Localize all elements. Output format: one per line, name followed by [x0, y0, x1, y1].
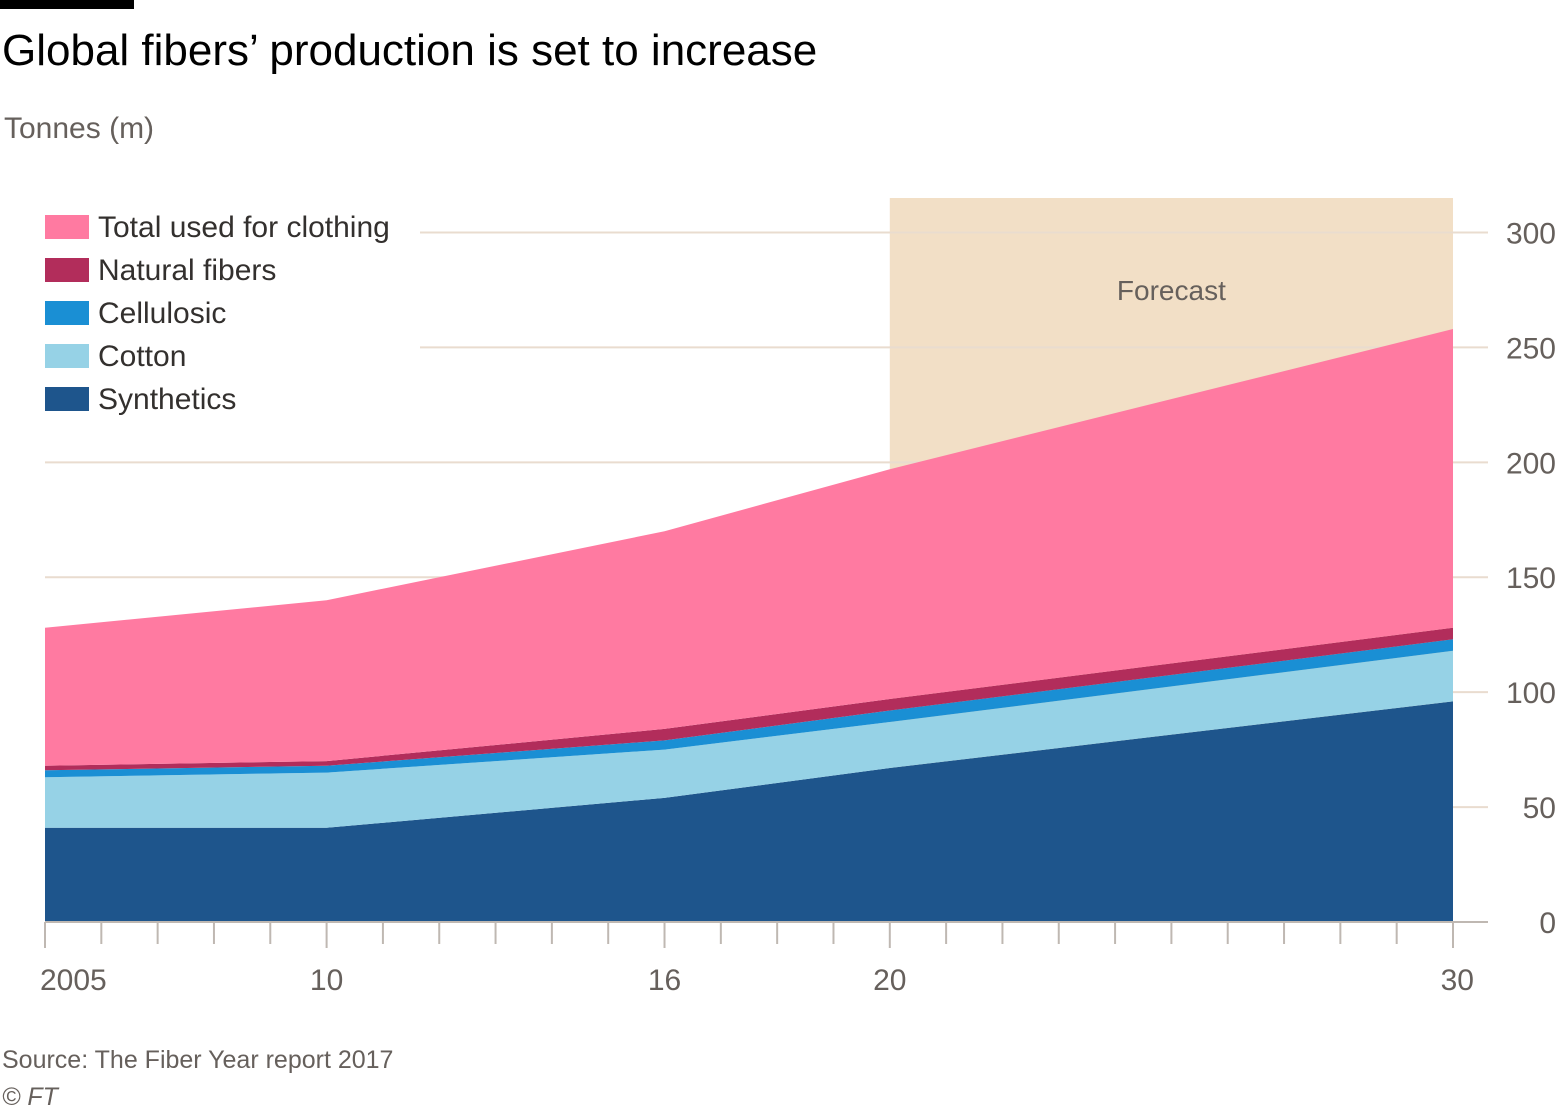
series-area-synthetics	[45, 701, 1453, 922]
legend-label-cellulosic: Cellulosic	[98, 297, 226, 330]
legend-swatch-cotton	[45, 344, 89, 368]
y-tick-label-0: 0	[1539, 907, 1556, 940]
x-tick-label-2010: 10	[310, 964, 343, 997]
legend-swatch-total-used-for-clothing	[45, 215, 89, 239]
legend-swatch-cellulosic	[45, 301, 89, 325]
y-tick-label-150: 150	[1506, 562, 1556, 595]
y-tick-label-250: 250	[1506, 332, 1556, 365]
copyright-credit: © FT	[2, 1083, 58, 1111]
source-note: Source: The Fiber Year report 2017	[2, 1046, 394, 1074]
y-tick-label-50: 50	[1523, 792, 1556, 825]
chart-title: Global fibers’ production is set to incr…	[2, 26, 818, 75]
forecast-label: Forecast	[1117, 275, 1226, 306]
x-tick-label-2016: 16	[648, 964, 681, 997]
chart-subtitle: Tonnes (m)	[4, 112, 155, 145]
x-tick-label-2005: 2005	[40, 964, 107, 997]
series-area-total-used-for-clothing	[45, 329, 1453, 766]
brand-top-bar	[0, 0, 134, 9]
y-tick-label-200: 200	[1506, 447, 1556, 480]
x-tick-label-2020: 20	[873, 964, 906, 997]
y-tick-label-300: 300	[1506, 217, 1556, 250]
y-tick-label-100: 100	[1506, 677, 1556, 710]
legend-label-total-used-for-clothing: Total used for clothing	[98, 211, 390, 244]
legend-label-natural-fibers: Natural fibers	[98, 254, 276, 287]
series-area-cotton	[45, 650, 1453, 828]
x-tick-label-2030: 30	[1441, 964, 1474, 997]
legend-label-synthetics: Synthetics	[98, 383, 236, 416]
legend-swatch-natural-fibers	[45, 258, 89, 282]
legend-label-cotton: Cotton	[98, 340, 186, 373]
legend-swatch-synthetics	[45, 387, 89, 411]
